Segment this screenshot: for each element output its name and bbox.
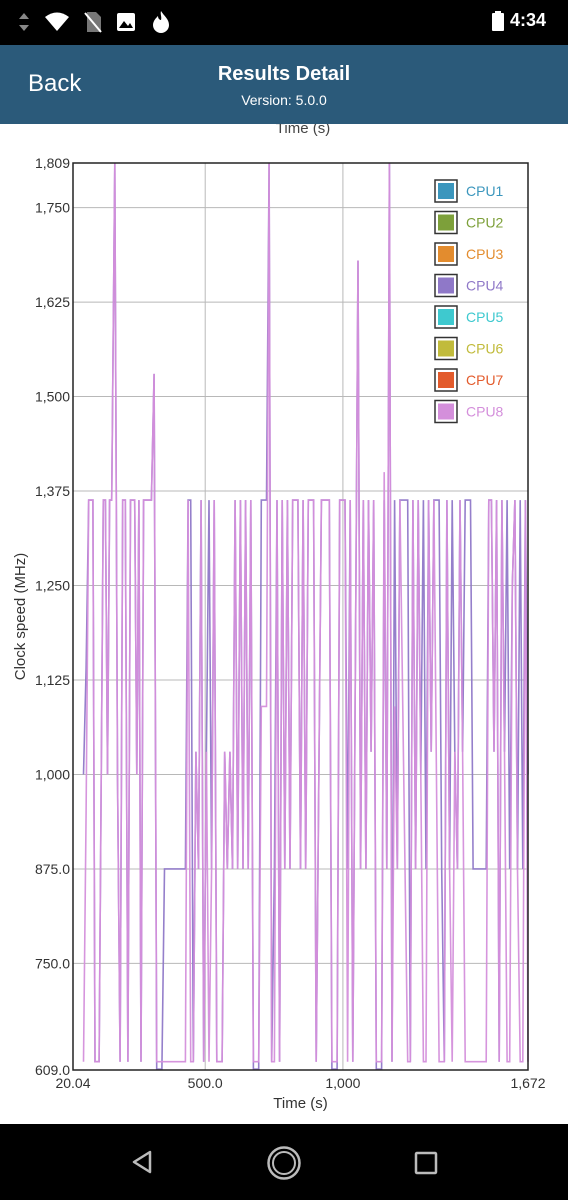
status-icons-left: [18, 10, 172, 34]
flame-icon: [153, 11, 169, 33]
legend-label-cpu8: CPU8: [466, 404, 504, 420]
y-tick-label: 875.0: [35, 861, 70, 877]
navigation-bar: [0, 1124, 568, 1200]
battery-icon: [491, 10, 504, 31]
plot-border: [72, 162, 529, 1071]
x-tick-label: 500.0: [188, 1075, 223, 1091]
y-tick-label: 1,750: [35, 200, 70, 216]
legend-swatch-cpu5: [438, 309, 454, 325]
app-bar: Back Results Detail Version: 5.0.0: [0, 45, 568, 124]
version-label: Version: 5.0.0: [241, 92, 327, 108]
y-tick-label: 1,809: [35, 155, 70, 171]
y-tick-label: 609.0: [35, 1062, 70, 1078]
status-bar: 4:34: [0, 0, 568, 45]
nav-home-icon[interactable]: [266, 1145, 302, 1181]
chart-top-axis-label: Time (s): [276, 124, 330, 137]
y-axis-label: Clock speed (MHz): [12, 553, 29, 681]
legend-label-cpu1: CPU1: [466, 183, 504, 199]
y-tick-label: 750.0: [35, 955, 70, 971]
image-icon: [117, 13, 135, 31]
x-axis-label: Time (s): [273, 1095, 327, 1112]
legend-swatch-cpu2: [438, 214, 454, 231]
legend-label-cpu6: CPU6: [466, 341, 504, 357]
wifi-icon: [45, 12, 69, 31]
signal-arrows-icon: [19, 13, 29, 31]
chart-legend: CPU1 CPU2 CPU3 CPU4 CPU5 CPU6 CPU7 CPU8: [434, 179, 504, 424]
legend-label-cpu4: CPU4: [466, 278, 504, 294]
x-tick-label: 1,000: [325, 1075, 360, 1091]
legend-swatch-cpu8: [438, 403, 454, 420]
legend-swatch-cpu1: [438, 183, 454, 199]
no-sim-icon: [84, 12, 102, 33]
y-tick-label: 1,625: [35, 294, 70, 310]
clock-speed-chart: Time (s) 609.0 750.0 875.0 1,000 1,125 1,250 1,…: [12, 124, 546, 1112]
y-tick-label: 1,000: [35, 766, 70, 782]
series-line-cpu8: [82, 162, 529, 1063]
page-title: Results Detail: [217, 63, 351, 85]
status-time: 4:34: [509, 10, 546, 30]
legend-swatch-cpu3: [438, 246, 454, 262]
x-tick-label: 1,672: [510, 1075, 545, 1091]
legend-swatch-cpu7: [438, 372, 454, 388]
legend-swatch-cpu4: [438, 277, 454, 294]
legend-label-cpu3: CPU3: [466, 246, 504, 262]
y-tick-label: 1,125: [35, 672, 70, 688]
legend-label-cpu5: CPU5: [466, 309, 504, 325]
legend-label-cpu2: CPU2: [466, 215, 504, 231]
legend-swatch-cpu6: [438, 340, 454, 357]
x-tick-label: 20.04: [55, 1075, 90, 1091]
nav-back-icon[interactable]: [130, 1150, 154, 1174]
legend-label-cpu7: CPU7: [466, 372, 504, 388]
y-tick-label: 1,375: [35, 483, 70, 499]
nav-recents-icon[interactable]: [414, 1151, 438, 1175]
y-tick-label: 1,250: [35, 578, 70, 594]
chart-scroll-area[interactable]: Time (s) 609.0 750.0 875.0 1,000 1,125 1,250 1,…: [0, 124, 568, 1124]
back-button[interactable]: Back: [28, 70, 82, 97]
y-tick-label: 1,500: [35, 389, 70, 405]
status-right: 4:34: [491, 10, 546, 31]
